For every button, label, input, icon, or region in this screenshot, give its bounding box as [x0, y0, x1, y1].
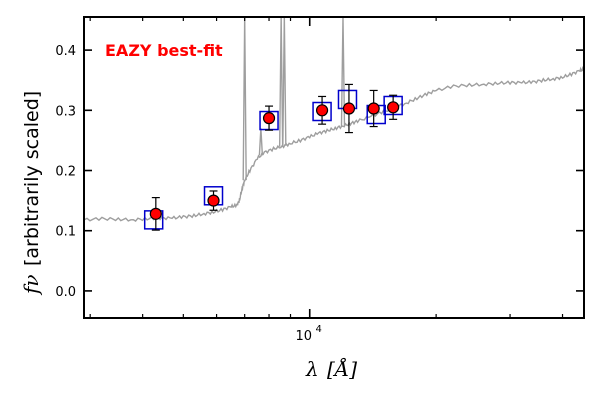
- ytick-label-4: 0.4: [55, 44, 76, 59]
- emission-line-2: [278, 17, 284, 147]
- emission-line-3: [282, 17, 287, 146]
- plot-frame: [83, 16, 585, 319]
- annotation-label: EAZY best-fit: [105, 41, 223, 60]
- xtick-label-0: 10: [295, 329, 312, 344]
- ytick-label-1: 0.1: [55, 225, 76, 240]
- axes: 0.0 0.1 0.2 0.3 0.4 10 4: [55, 16, 585, 344]
- ytick-label-3: 0.3: [55, 104, 76, 119]
- observed-point-2: [262, 112, 276, 125]
- xlabel-symbol: λ: [305, 357, 319, 381]
- labels: EAZY best-fit λ [Å] fν [arbitrarily scal…: [19, 41, 357, 381]
- observed-point-6: [387, 101, 400, 114]
- observed-point-4: [342, 102, 356, 115]
- ytick-label-2: 0.2: [55, 165, 76, 180]
- ylabel-text: [arbitrarily scaled]: [21, 91, 43, 266]
- emission-line-0: [242, 17, 247, 181]
- observed-point-3: [315, 104, 329, 117]
- sed-curve: [84, 65, 584, 222]
- observed-point-0: [149, 207, 162, 220]
- observed-point-1: [207, 194, 220, 207]
- emission-line-1: [258, 128, 264, 156]
- observed-point-5: [367, 102, 380, 115]
- xtick-label-exp-0: 4: [316, 324, 322, 335]
- marker-layer: [143, 83, 403, 231]
- emission-line-4: [340, 17, 346, 126]
- ytick-label-0: 0.0: [55, 285, 76, 300]
- ylabel-symbol: fν: [19, 274, 43, 296]
- sed-layer: [84, 17, 584, 222]
- xlabel-unit: [Å]: [327, 356, 357, 381]
